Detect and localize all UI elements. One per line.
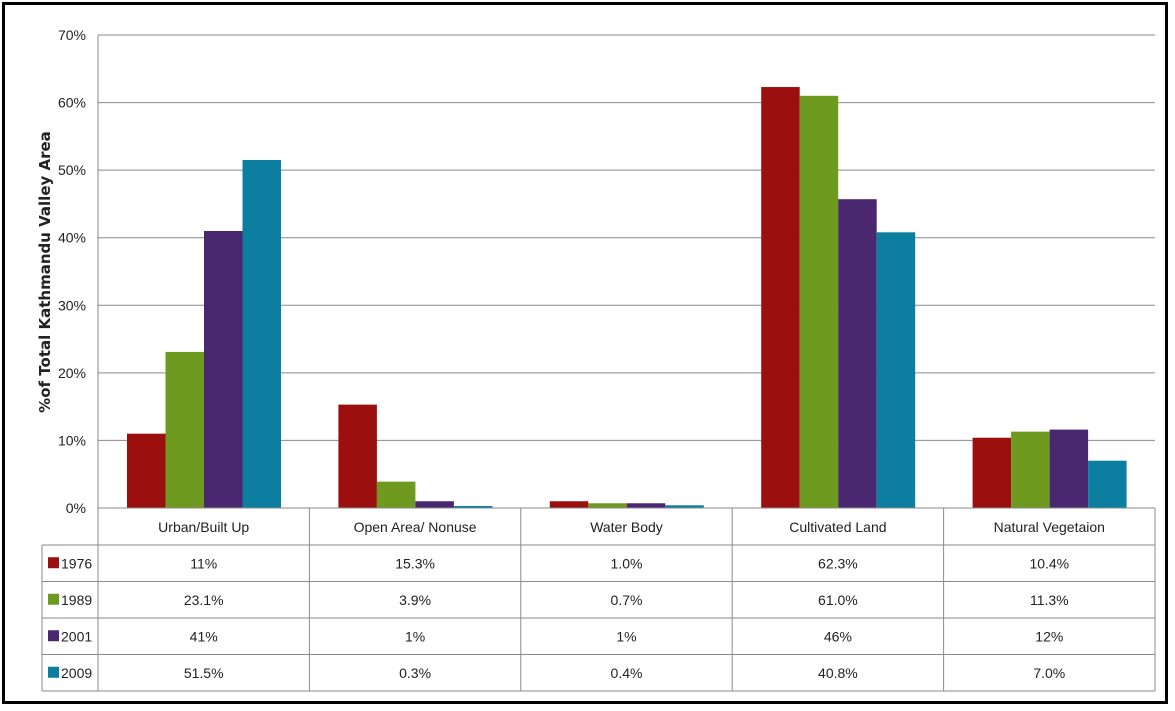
- legend-swatch: [48, 593, 59, 605]
- data-label: 0.4%: [611, 665, 643, 681]
- legend-entry: 2009: [61, 665, 92, 681]
- bar: [761, 87, 800, 508]
- bar: [1088, 460, 1127, 508]
- bar: [972, 437, 1012, 508]
- data-label: 40.8%: [818, 665, 858, 681]
- bar: [876, 232, 916, 508]
- data-label: 0.7%: [611, 592, 643, 608]
- data-label: 51.5%: [184, 665, 224, 681]
- x-tick-label: Cultivated Land: [789, 519, 886, 535]
- bar: [1011, 431, 1050, 508]
- y-tick-label: 40%: [58, 230, 86, 246]
- y-tick-label: 30%: [58, 297, 86, 313]
- y-tick-label: 70%: [58, 27, 86, 43]
- y-axis-label: %of Total Kathmandu Valley Area: [36, 131, 54, 413]
- data-table: Urban/Built Up Open Area/ Nonuse Water Bod…: [41, 508, 1156, 692]
- data-label: 12%: [1035, 628, 1063, 644]
- bar: [799, 95, 839, 509]
- data-label: 10.4%: [1029, 555, 1069, 571]
- bar: [165, 351, 204, 508]
- bar: [453, 505, 493, 508]
- bar: [376, 481, 416, 508]
- bar: [204, 230, 243, 508]
- bar: [127, 433, 166, 508]
- legend-swatch: [48, 557, 59, 569]
- data-label: 23.1%: [184, 592, 224, 608]
- legend-entry: 1989: [61, 592, 92, 608]
- bar: [665, 505, 704, 508]
- data-label: 11.3%: [1030, 592, 1069, 608]
- bar: [626, 503, 666, 508]
- bar: [1049, 429, 1089, 508]
- data-label: 1%: [405, 628, 425, 644]
- y-tick-label: 10%: [58, 432, 86, 448]
- data-label: 1.0%: [611, 555, 643, 571]
- y-tick-label: 0%: [66, 500, 86, 516]
- data-label: 1%: [616, 628, 636, 644]
- legend-swatch: [48, 666, 59, 678]
- data-label: 41%: [190, 628, 218, 644]
- x-tick-label: Natural Vegetaion: [994, 519, 1105, 535]
- legend-swatch: [48, 630, 59, 642]
- data-label: 15.3%: [395, 555, 435, 571]
- legend-entry: 1976: [61, 555, 92, 571]
- y-tick-label: 20%: [58, 365, 86, 381]
- y-tick-label: 60%: [58, 95, 86, 111]
- data-label: 61.0%: [818, 592, 858, 608]
- bars: [127, 87, 1127, 509]
- data-label: 7.0%: [1033, 665, 1065, 681]
- legend-entry: 2001: [61, 628, 92, 644]
- bar: [415, 501, 454, 508]
- y-tick-label: 50%: [58, 162, 86, 178]
- data-label: 3.9%: [399, 592, 431, 608]
- bar: [588, 503, 627, 508]
- x-tick-label: Water Body: [590, 519, 663, 535]
- bar: [838, 199, 877, 508]
- data-label: 11%: [190, 555, 217, 571]
- axes: [97, 35, 1155, 509]
- data-label: 0.3%: [399, 665, 431, 681]
- bar: [338, 404, 377, 508]
- x-tick-label: Urban/Built Up: [158, 519, 249, 535]
- bar: [549, 501, 589, 508]
- x-tick-label: Open Area/ Nonuse: [354, 519, 477, 535]
- data-label: 46%: [824, 628, 852, 644]
- data-label: 62.3%: [818, 555, 858, 571]
- y-tick-labels: 0% 10% 20% 30% 40% 50% 60% 70%: [58, 27, 86, 516]
- bar: [242, 160, 281, 508]
